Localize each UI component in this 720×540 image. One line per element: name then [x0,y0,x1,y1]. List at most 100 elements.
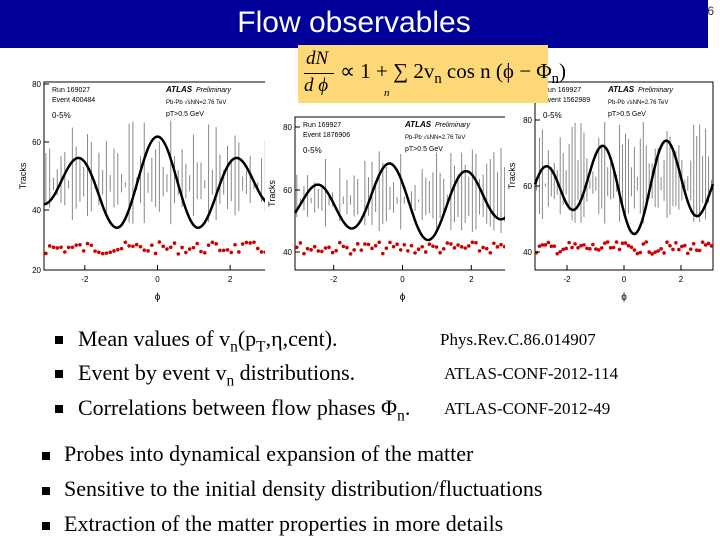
red-point [229,250,234,255]
red-point [697,248,702,253]
red-point [363,242,367,246]
title-bar [0,0,708,48]
run-label: Run 169927 [543,87,581,94]
red-point [341,244,346,249]
run-label: Run 169927 [303,122,341,129]
red-point [416,247,421,251]
red-point [499,242,503,247]
red-point [337,240,342,245]
red-point [161,244,165,249]
red-point [377,240,382,245]
red-point [706,241,711,246]
bullet-marker [42,522,50,530]
red-point [334,248,339,253]
red-point [191,245,196,250]
red-point [123,240,128,245]
red-point [449,242,453,246]
red-point [348,252,353,256]
y-tick-label: 60 [523,182,532,191]
x-tick-label: 2 [228,275,233,284]
formula-fraction-bar [304,73,334,74]
event-plot-1: 80 60 40 20 -2 0 2 ϕ Tracks Run 169027 Event 40048… [16,72,278,312]
red-point [688,247,693,251]
red-point [384,246,389,250]
y-axis-label: Tracks [18,162,28,189]
pt-cut-label: pT>0.5 GeV [405,146,443,153]
red-point [184,250,188,255]
red-point [537,244,542,248]
red-point [180,245,184,250]
reference-2: ATLAS-CONF-2012-114 [444,364,619,383]
red-point [680,244,684,249]
red-point [352,248,356,252]
red-point [677,247,681,252]
red-point [214,242,218,246]
formula-sum-index: n [384,87,390,99]
red-point [320,249,324,254]
red-point [153,251,158,256]
bullet-sub: n [226,372,235,390]
red-point [709,244,714,248]
bullet-marker [55,405,63,413]
y-tick-label: 40 [523,248,532,257]
red-point [370,246,374,251]
red-point [555,251,560,256]
red-point [330,250,335,255]
red-point [674,240,678,245]
red-point [594,247,598,251]
red-point [466,244,471,248]
bullet-text: ,η,cent). [265,326,338,351]
red-point [552,244,557,248]
red-point [626,243,631,248]
red-point [172,241,177,245]
red-point [85,241,90,246]
reference-1: Phys.Rev.C.86.014907 [440,330,596,349]
x-tick-label: 2 [469,275,474,284]
red-point [195,241,200,246]
red-point [662,251,666,255]
red-point [659,247,663,251]
red-point [142,248,147,253]
red-point [388,240,392,245]
x-tick-label: 2 [679,275,684,284]
y-tick-label: 60 [32,138,41,147]
red-point [165,247,169,251]
bullet-sub: n [397,407,405,425]
red-point [366,242,371,247]
event-plot-2-svg: 80 60 40 -2 0 2 ϕ Tracks Run 169927 Event 1876906… [267,116,511,303]
preliminary-label: Preliminary [435,122,471,129]
y-tick-label: 80 [523,116,532,125]
formula-rhs-tail: cos n (ϕ − Φ [446,59,552,83]
red-point [611,245,616,250]
red-point [233,242,237,247]
pt-cut-label: pT>0.5 GeV [608,111,646,118]
bullet-extraction: Extraction of the matter properties in m… [64,511,504,536]
red-point [632,248,637,252]
red-point [534,250,539,255]
red-point [656,249,660,253]
red-point [237,250,241,254]
red-point [573,242,577,246]
red-point [644,240,649,244]
energy-label: Pb-Pb √sNN=2.76 TeV [608,99,668,106]
red-point [456,243,460,247]
red-point [221,248,226,253]
x-tick-label: -2 [81,275,89,284]
flow-formula: dN d ϕ ∝ 1 + ∑ 2vn cos n (ϕ − Φn) n [298,45,566,103]
red-point [683,243,687,248]
bullet-text: . [404,395,411,420]
preliminary-label: Preliminary [638,87,674,94]
red-point [638,250,643,255]
red-point [620,241,625,245]
red-point [617,247,622,252]
red-point [115,247,120,252]
red-point [345,245,349,250]
red-point [131,244,135,249]
x-axis-label: ϕ [400,292,406,303]
red-point [588,247,592,251]
red-point [298,241,303,245]
bullet-probes: Probes into dynamical expansion of the m… [64,441,474,466]
bullet-marker [42,452,50,460]
bullet-text: Mean values of v [78,326,231,351]
red-point [100,251,105,256]
